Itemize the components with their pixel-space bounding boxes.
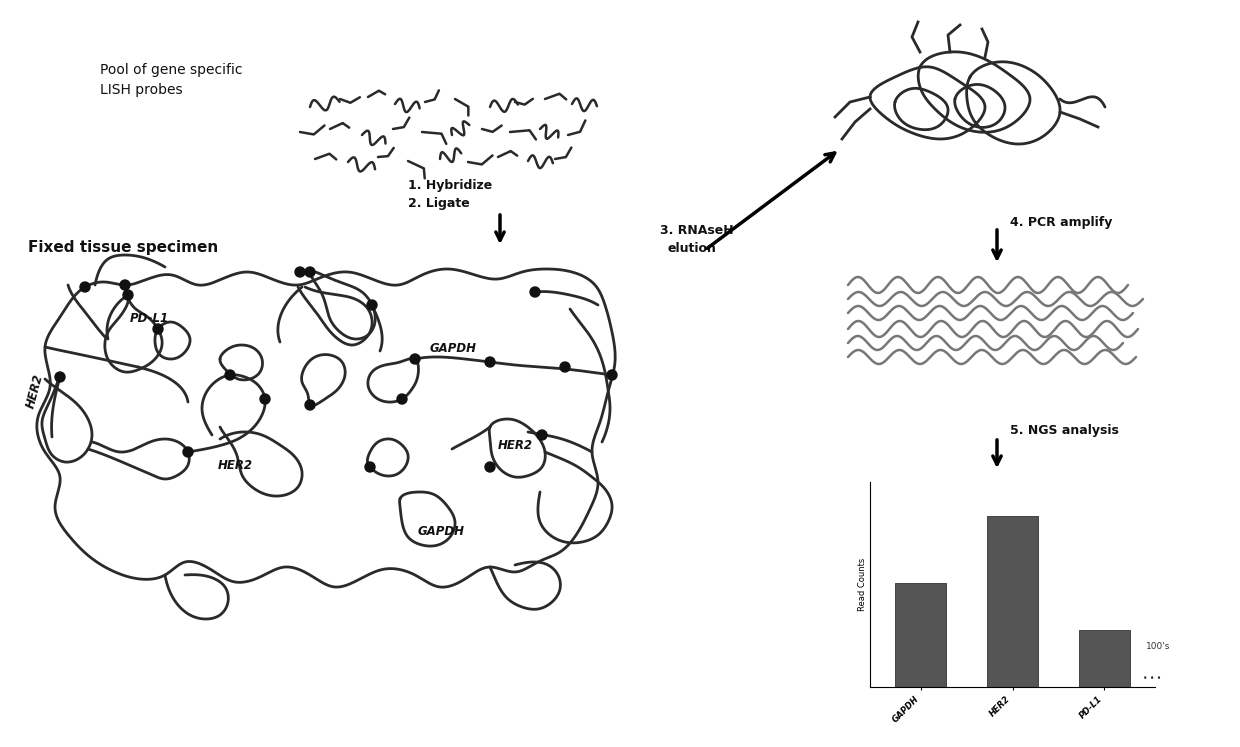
Circle shape <box>153 324 162 334</box>
Circle shape <box>397 394 407 404</box>
Circle shape <box>305 267 315 277</box>
Bar <box>1079 630 1130 687</box>
Text: HER2: HER2 <box>25 373 46 410</box>
Circle shape <box>485 462 495 472</box>
Text: HER2: HER2 <box>498 439 533 452</box>
Circle shape <box>184 447 193 457</box>
Bar <box>895 583 946 687</box>
Text: HER2: HER2 <box>218 459 253 472</box>
Circle shape <box>120 280 130 290</box>
Text: PD-L1: PD-L1 <box>130 312 169 325</box>
Circle shape <box>608 370 618 380</box>
Circle shape <box>529 287 539 297</box>
Circle shape <box>537 430 547 440</box>
Text: 4. PCR amplify: 4. PCR amplify <box>1011 216 1112 229</box>
Circle shape <box>367 300 377 310</box>
Text: 5. NGS analysis: 5. NGS analysis <box>1011 424 1118 437</box>
Text: GAPDH: GAPDH <box>430 342 477 355</box>
Circle shape <box>81 282 91 292</box>
Circle shape <box>485 357 495 367</box>
Circle shape <box>55 372 64 382</box>
Text: • • •: • • • <box>1143 675 1162 684</box>
Text: LISH probes: LISH probes <box>100 83 182 97</box>
Text: 100's: 100's <box>1146 642 1171 651</box>
Circle shape <box>123 290 133 300</box>
Circle shape <box>260 394 270 404</box>
Circle shape <box>560 362 570 372</box>
Text: GAPDH: GAPDH <box>418 525 465 538</box>
Bar <box>987 516 1038 687</box>
Circle shape <box>305 400 315 410</box>
Text: Pool of gene specific: Pool of gene specific <box>100 63 243 77</box>
Circle shape <box>224 370 236 380</box>
Circle shape <box>410 354 420 364</box>
Circle shape <box>295 267 305 277</box>
Y-axis label: Read Counts: Read Counts <box>858 558 867 611</box>
Text: elution: elution <box>667 242 715 255</box>
Circle shape <box>365 462 374 472</box>
Text: 3. RNAseH: 3. RNAseH <box>660 224 734 237</box>
Text: 2. Ligate: 2. Ligate <box>408 197 470 210</box>
Text: Fixed tissue specimen: Fixed tissue specimen <box>29 240 218 255</box>
Text: 1. Hybridize: 1. Hybridize <box>408 179 492 192</box>
